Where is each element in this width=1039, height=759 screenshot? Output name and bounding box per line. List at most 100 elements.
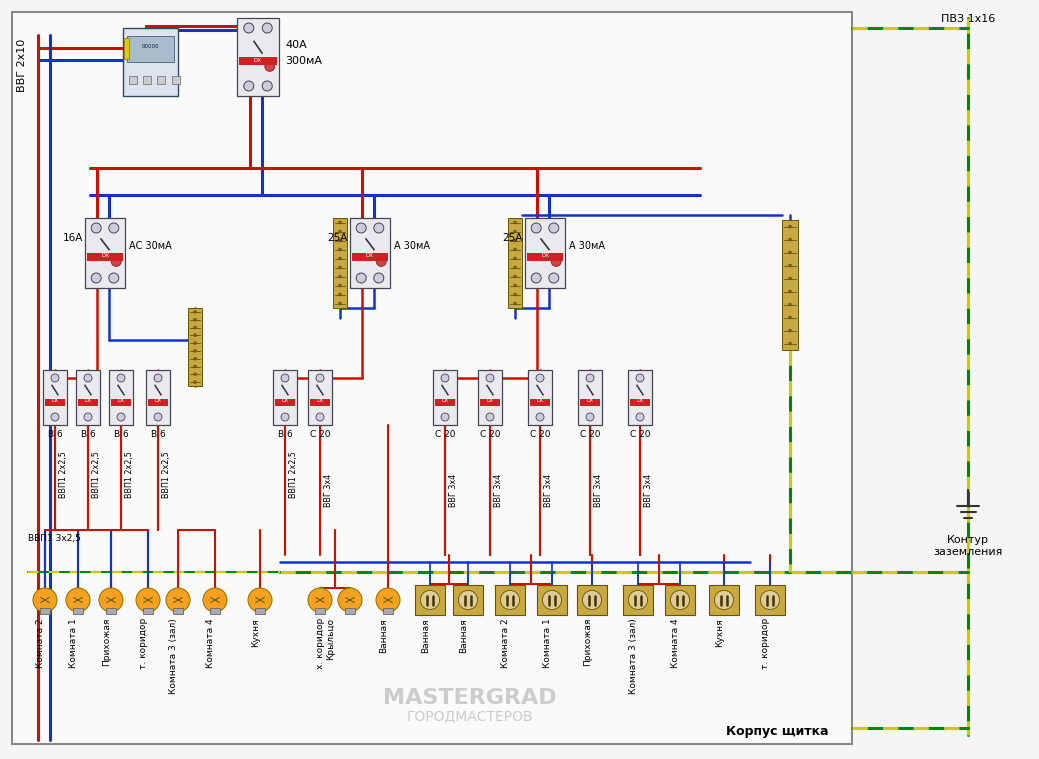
Text: А 30мА: А 30мА [394,241,430,251]
Text: Прихожая: Прихожая [102,618,111,666]
Circle shape [339,275,342,278]
Text: ВВП1 3х2,5: ВВП1 3х2,5 [28,534,81,543]
Circle shape [91,223,101,233]
Circle shape [136,588,160,612]
Text: Комната 4: Комната 4 [206,618,215,668]
Text: DX: DX [254,58,262,63]
Bar [174,609,183,614]
Bar [76,370,100,425]
Text: 00000: 00000 [141,44,159,49]
Circle shape [193,365,196,368]
Circle shape [117,413,125,421]
Circle shape [486,413,494,421]
Text: DX: DX [317,398,323,403]
Text: Комната 2: Комната 2 [36,618,45,668]
Circle shape [193,318,196,321]
Bar [478,370,502,425]
Bar [755,585,785,615]
Text: 25А: 25А [327,233,348,243]
Circle shape [636,374,644,382]
Bar [12,12,852,744]
Text: Кухня: Кухня [715,618,724,647]
Text: ВВП1 2х2,5: ВВП1 2х2,5 [125,452,134,499]
Circle shape [761,591,779,609]
Circle shape [356,223,366,233]
Circle shape [513,230,516,233]
Circle shape [501,591,520,609]
Circle shape [338,588,362,612]
Bar [157,76,165,83]
Bar [127,36,174,61]
Bar [43,370,66,425]
Text: ВВГ 2х10: ВВГ 2х10 [17,39,27,92]
Circle shape [374,223,383,233]
Bar [525,218,565,288]
Circle shape [51,374,59,382]
Text: DX: DX [52,398,58,403]
Circle shape [262,81,272,91]
Text: С 20: С 20 [310,430,330,439]
Bar [415,585,445,615]
Text: DX: DX [155,398,161,403]
Text: Ванная: Ванная [379,618,388,653]
Bar [383,609,393,614]
Bar [709,585,739,615]
Circle shape [33,588,57,612]
Bar [435,398,455,405]
Text: АС 30мА: АС 30мА [129,241,171,251]
Text: DX: DX [486,398,494,403]
Bar [171,76,180,83]
Text: ВВП1 2х2,5: ВВП1 2х2,5 [162,452,171,499]
Bar [310,398,330,405]
Circle shape [586,374,594,382]
Bar [453,585,483,615]
Circle shape [536,413,544,421]
Text: С 20: С 20 [434,430,455,439]
Bar [111,398,131,405]
Circle shape [376,588,400,612]
Text: С 20: С 20 [630,430,650,439]
Bar [528,370,552,425]
Bar [45,398,65,405]
Circle shape [51,413,59,421]
Text: DX: DX [586,398,593,403]
Circle shape [262,23,272,33]
Circle shape [549,273,559,283]
Text: DX: DX [282,398,289,403]
Circle shape [715,591,734,609]
Bar [87,253,123,261]
Bar [142,76,151,83]
Circle shape [513,284,516,287]
Bar [433,370,457,425]
Circle shape [193,373,196,376]
Text: В 6: В 6 [81,430,96,439]
Text: 25А: 25А [503,233,523,243]
Text: DX: DX [84,398,91,403]
Text: ВВГ 3х4: ВВГ 3х4 [594,474,603,506]
Text: А 30мА: А 30мА [569,241,605,251]
Circle shape [789,290,792,293]
Circle shape [789,329,792,332]
Circle shape [109,273,118,283]
Circle shape [339,248,342,251]
Text: Корпус щитка: Корпус щитка [725,725,828,738]
Bar [143,609,153,614]
Circle shape [193,357,196,361]
Circle shape [193,334,196,337]
Text: ВВГ 3х4: ВВГ 3х4 [324,474,334,506]
Bar [41,609,50,614]
Text: С 20: С 20 [530,430,551,439]
Text: DX: DX [366,254,374,258]
Circle shape [154,413,162,421]
Bar [146,370,170,425]
Circle shape [513,302,516,305]
Circle shape [542,591,562,609]
Circle shape [203,588,227,612]
Text: 300мА: 300мА [285,56,322,66]
Circle shape [109,223,118,233]
Text: Ванная: Ванная [421,618,430,653]
Text: Комната 4: Комната 4 [671,618,680,668]
Text: Комната 3 (зал): Комната 3 (зал) [629,618,638,694]
Circle shape [513,257,516,260]
Circle shape [441,374,449,382]
